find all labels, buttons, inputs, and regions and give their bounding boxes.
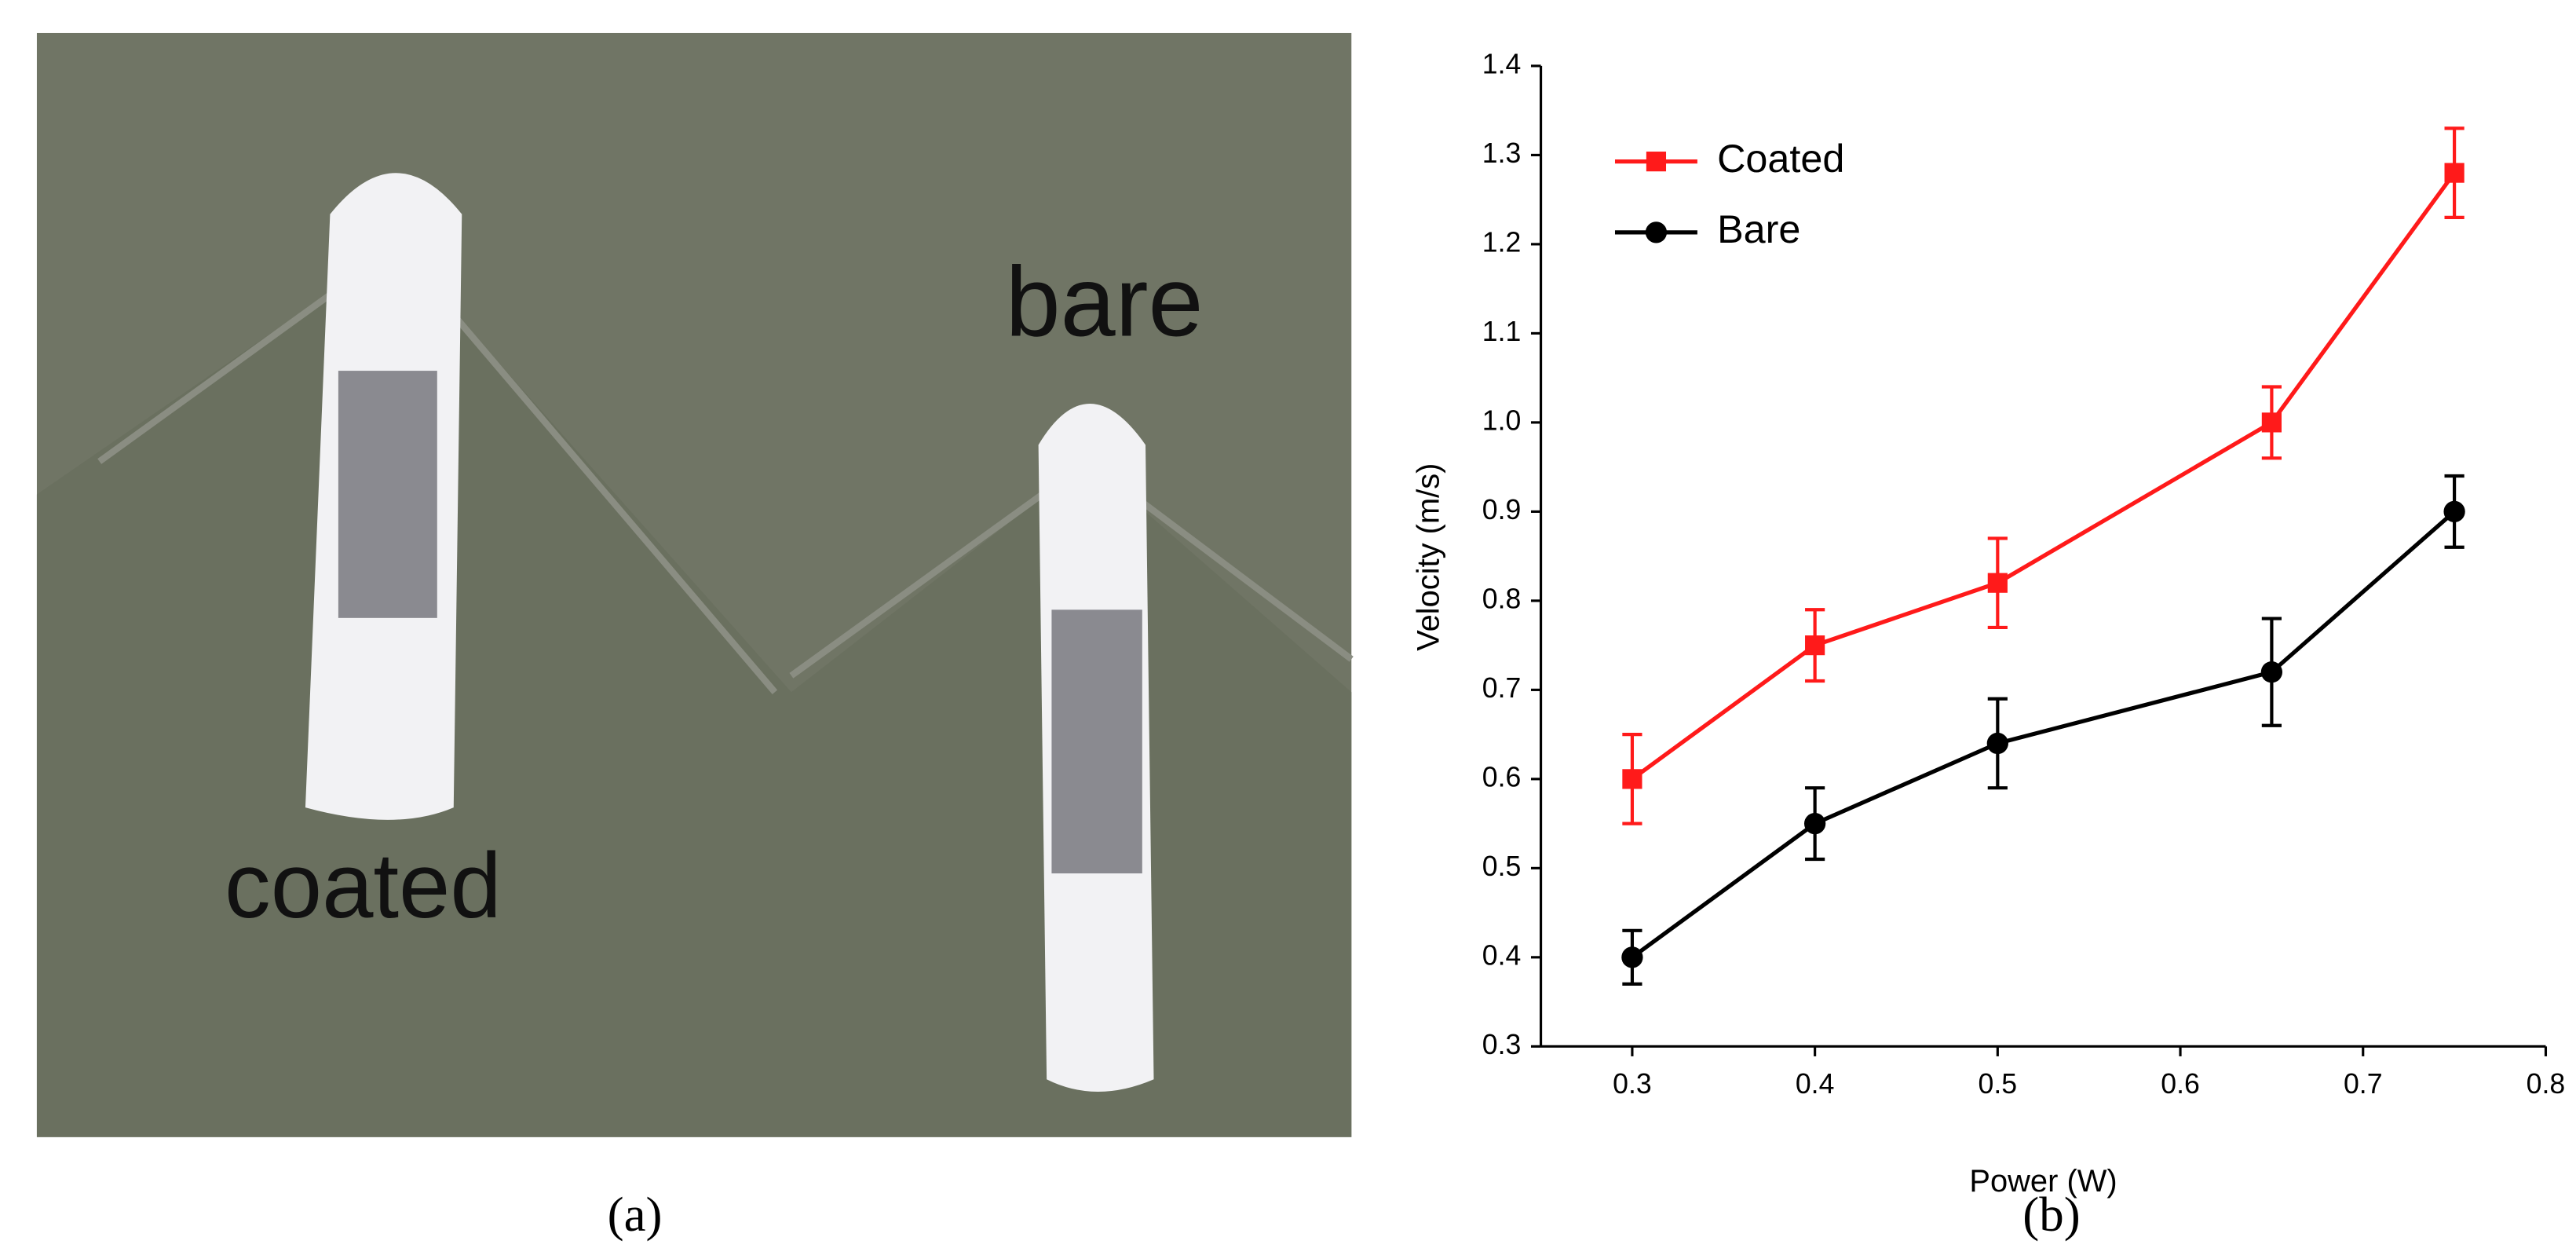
y-tick-label: 0.7 (1482, 672, 1522, 704)
data-point (1986, 732, 2008, 755)
legend-marker (1646, 152, 1667, 172)
y-tick-label: 1.1 (1482, 316, 1522, 347)
legend-label: Coated (1717, 136, 1844, 181)
data-point (1805, 635, 1825, 656)
data-point (1987, 573, 2008, 593)
x-tick-label: 0.5 (1979, 1068, 2018, 1100)
legend-marker (1645, 221, 1668, 243)
data-point (2261, 412, 2282, 433)
data-point (2260, 661, 2283, 683)
y-tick-label: 0.5 (1482, 851, 1522, 882)
panel-caption: (a) (608, 1187, 663, 1242)
y-tick-label: 1.2 (1482, 226, 1522, 258)
data-point (2443, 500, 2465, 523)
y-tick-label: 0.8 (1482, 583, 1522, 614)
y-axis-label: Velocity (m/s) (1412, 463, 1446, 651)
x-tick-label: 0.8 (2527, 1068, 2566, 1100)
photo (36, 32, 1354, 1137)
x-axis-label: Power (W) (1969, 1164, 2117, 1199)
data-point (1803, 812, 1826, 835)
legend-label: Bare (1717, 207, 1800, 251)
data-point (1621, 946, 1643, 968)
y-tick-label: 0.4 (1482, 939, 1522, 971)
series-line (1631, 171, 2457, 781)
x-tick-label: 0.3 (1613, 1068, 1652, 1100)
y-tick-label: 0.6 (1482, 761, 1522, 792)
y-tick-label: 0.3 (1482, 1029, 1522, 1060)
data-point (2444, 163, 2465, 183)
data-point (1622, 769, 1642, 789)
y-tick-label: 1.0 (1482, 404, 1522, 436)
y-tick-label: 0.9 (1482, 494, 1522, 525)
series-line (1631, 510, 2456, 959)
photo-annotation: coated (225, 834, 502, 937)
x-tick-label: 0.6 (2161, 1068, 2200, 1100)
x-tick-label: 0.7 (2344, 1068, 2383, 1100)
x-tick-label: 0.4 (1796, 1068, 1835, 1100)
panel-caption: (b) (2022, 1187, 2080, 1242)
y-tick-label: 1.4 (1482, 48, 1522, 79)
y-tick-label: 1.3 (1482, 137, 1522, 169)
photo-annotation: bare (1006, 247, 1204, 357)
